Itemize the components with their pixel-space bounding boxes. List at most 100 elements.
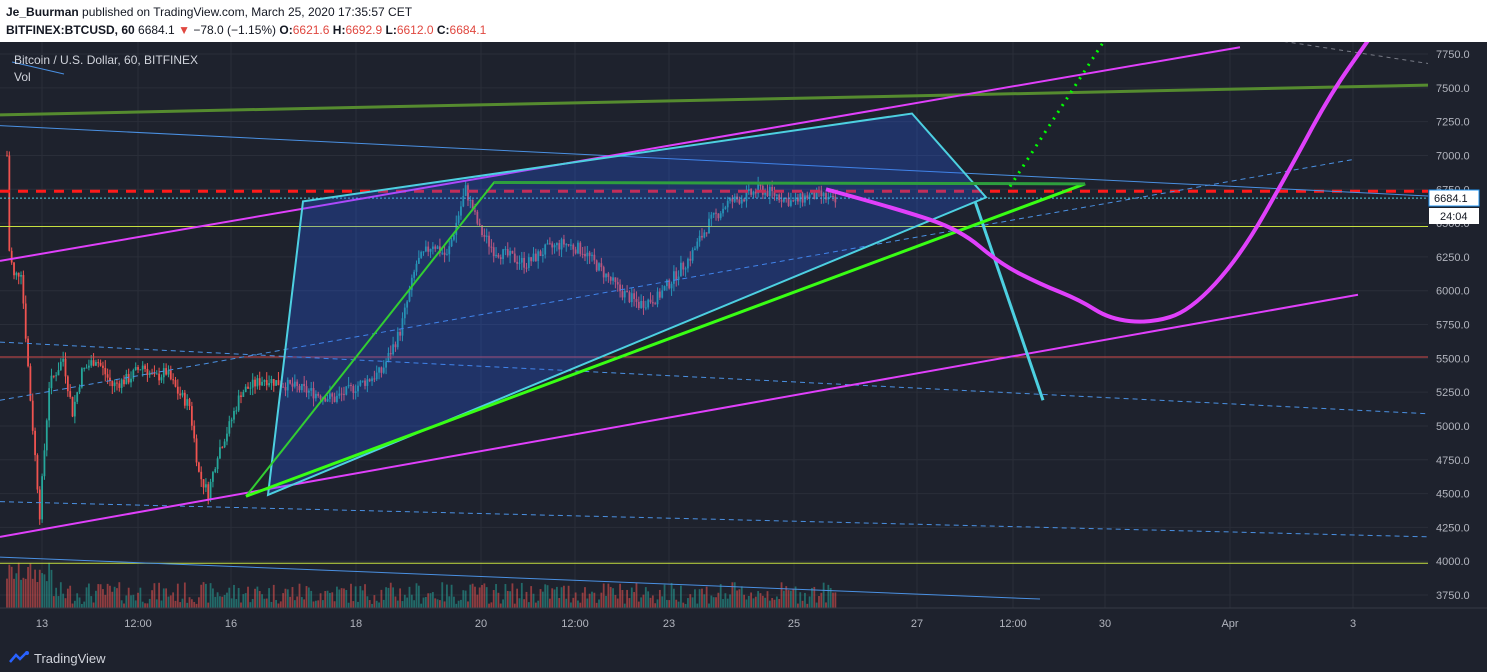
legend-title: Bitcoin / U.S. Dollar, 60, BITFINEX — [14, 53, 198, 67]
symbol-quote-line: BITFINEX:BTCUSD, 60 6684.1 ▼ −78.0 (−1.1… — [6, 23, 486, 37]
candle-body — [78, 387, 81, 393]
volume-bar — [127, 587, 130, 608]
volume-bar — [455, 603, 458, 608]
candle-body — [726, 200, 729, 208]
candle-body — [469, 199, 472, 201]
candle-body — [516, 261, 519, 264]
volume-bar — [717, 592, 720, 608]
candle-body — [560, 239, 563, 250]
candle-body — [97, 362, 100, 364]
candle-body — [345, 386, 348, 395]
volume-bar — [291, 587, 294, 608]
volume-bar — [450, 584, 453, 608]
candle-body — [293, 381, 296, 387]
volume-bar — [635, 582, 638, 608]
candle-body — [544, 244, 547, 255]
candle-body — [392, 344, 394, 355]
candle-body — [99, 362, 102, 366]
volume-bar — [314, 600, 317, 608]
candle-body — [804, 195, 806, 203]
time-tick-label: Apr — [1221, 618, 1238, 630]
volume-bar — [176, 583, 179, 608]
candle-body — [71, 396, 74, 417]
tradingview-brand[interactable]: TradingView — [34, 651, 106, 666]
candle-body — [385, 361, 387, 368]
candle-body — [598, 263, 600, 271]
candle-body — [724, 207, 727, 209]
gray-dashed-line — [1284, 42, 1429, 64]
candle-body — [275, 380, 277, 386]
author-name[interactable]: Je_Buurman — [6, 5, 79, 19]
candle-body — [614, 277, 617, 283]
price-axis[interactable]: 7750.07500.07250.07000.06750.06500.06250… — [1428, 42, 1487, 608]
volume-bar — [268, 588, 270, 608]
volume-bar — [24, 578, 27, 608]
volume-bar — [546, 585, 549, 608]
price-tick-label: 5250.0 — [1436, 387, 1470, 399]
volume-bar — [579, 602, 582, 608]
tradingview-logo-icon[interactable] — [8, 650, 30, 666]
candle-body — [106, 374, 109, 378]
volume-bar — [10, 566, 13, 608]
candle-body — [511, 250, 514, 254]
chart-area[interactable]: 7750.07500.07250.07000.06750.06500.06250… — [0, 42, 1487, 646]
candle-body — [382, 367, 385, 373]
candle-body — [607, 273, 610, 278]
candle-body — [832, 195, 834, 197]
candle-body — [780, 200, 783, 202]
volume-bar — [357, 601, 359, 608]
volume-bar — [48, 562, 51, 608]
candle-body — [212, 472, 214, 482]
candle-body — [310, 388, 313, 391]
candle-body — [808, 194, 811, 199]
candle-body — [403, 307, 406, 319]
volume-bar — [385, 587, 387, 608]
volume-bar — [675, 599, 678, 608]
volume-bar — [403, 594, 406, 608]
candle-body — [497, 254, 500, 258]
candle-body — [539, 251, 542, 256]
volume-bar — [483, 583, 486, 608]
volume-bar — [506, 590, 509, 608]
time-axis[interactable]: 13 12:00 16 18 20 12:00 23 25 27 12:00 30 Apr 3 — [0, 607, 1487, 630]
volume-bar — [336, 586, 338, 608]
volume-bar — [511, 583, 514, 608]
price-chart[interactable]: 7750.07500.07250.07000.06750.06500.06250… — [0, 42, 1487, 646]
volume-bar — [689, 594, 692, 608]
volume-bar — [811, 587, 813, 608]
candle-body — [785, 197, 788, 199]
candle-body — [380, 367, 383, 373]
candle-body — [265, 380, 268, 386]
candle-body — [179, 393, 182, 396]
volume-bar — [490, 602, 493, 608]
volume-bar — [436, 599, 439, 608]
candle-body — [132, 370, 135, 379]
volume-bar — [57, 596, 60, 608]
volume-bar — [619, 583, 621, 608]
time-tick-label: 12:00 — [999, 618, 1027, 630]
candle-body — [29, 366, 32, 401]
volume-bar — [588, 593, 591, 608]
chart-legend: Bitcoin / U.S. Dollar, 60, BITFINEX Vol — [14, 53, 198, 84]
volume-bar — [62, 593, 65, 608]
candle-body — [532, 253, 535, 262]
green-top-line — [493, 180, 1086, 186]
volume-bar — [647, 591, 650, 608]
volume-bar — [747, 595, 750, 608]
candle-body — [567, 244, 570, 246]
candle-body — [703, 232, 706, 238]
volume-bar — [651, 595, 654, 608]
candle-body — [415, 263, 418, 272]
volume-bar — [394, 596, 397, 608]
candle-body — [768, 187, 771, 197]
candle-body — [640, 300, 643, 308]
volume-bar — [312, 601, 315, 608]
candle-body — [579, 242, 582, 254]
candle-body — [251, 379, 254, 388]
candle-body — [24, 303, 27, 339]
volume-bar — [794, 586, 797, 608]
volume-bar — [289, 596, 292, 608]
volume-bar — [525, 591, 528, 608]
candle-body — [527, 257, 530, 268]
volume-bar — [333, 601, 336, 608]
